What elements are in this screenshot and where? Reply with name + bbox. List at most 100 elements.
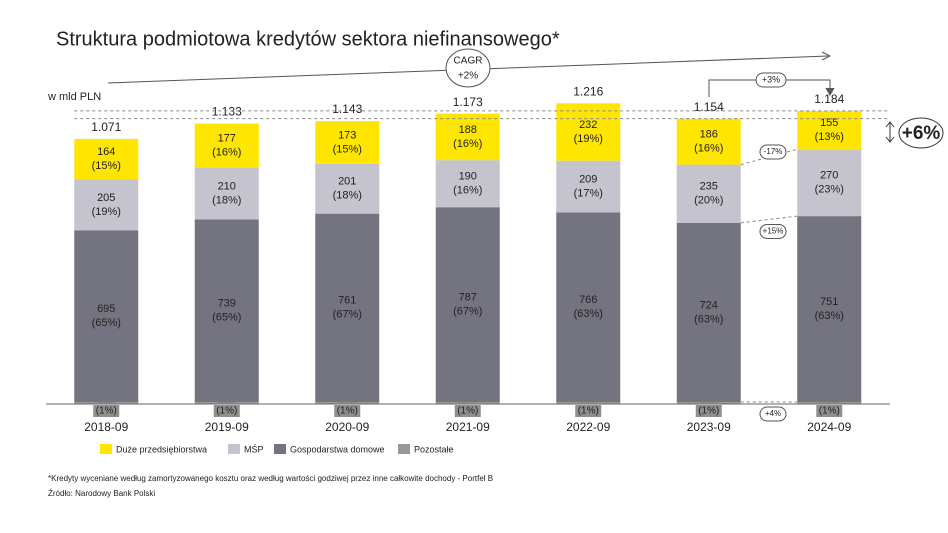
value-label: 739 xyxy=(218,298,236,310)
total-label: 1.143 xyxy=(332,102,362,116)
source: Źródło: Narodowy Bank Polski xyxy=(48,489,155,498)
x-tick-label: 2022-09 xyxy=(566,420,610,434)
bar-segment xyxy=(315,402,380,404)
badge xyxy=(759,144,787,160)
badge xyxy=(759,406,787,422)
share-label: (15%) xyxy=(92,160,121,172)
value-label: 155 xyxy=(820,117,838,129)
unit-label: w mld PLN xyxy=(47,91,101,103)
bar-segment xyxy=(435,113,500,161)
x-tick-label: 2024-09 xyxy=(807,420,851,434)
dashed-line xyxy=(740,148,798,166)
label-box xyxy=(695,405,722,417)
value-label: 787 xyxy=(459,292,477,304)
value-label: 173 xyxy=(338,129,356,141)
x-tick-label: 2019-09 xyxy=(205,420,249,434)
value-label: 210 xyxy=(218,180,236,192)
value-label: 205 xyxy=(97,192,115,204)
bar-segment xyxy=(74,138,139,180)
cagr-label: CAGR xyxy=(454,56,483,67)
share-label: (1%) xyxy=(819,406,840,417)
bar-segment xyxy=(797,149,862,217)
value-label: 695 xyxy=(97,303,115,315)
bar-segment xyxy=(797,216,862,403)
bar-segment xyxy=(315,163,380,214)
headline-bubble xyxy=(898,117,944,149)
share-label: (1%) xyxy=(337,406,358,417)
label-box xyxy=(575,405,602,417)
value-label: 270 xyxy=(820,170,838,182)
share-label: (1%) xyxy=(457,406,478,417)
dashed-line xyxy=(740,215,798,224)
change-badge: +15% xyxy=(763,227,784,236)
badge xyxy=(759,223,787,239)
share-label: (63%) xyxy=(815,310,844,322)
legend-swatch xyxy=(274,444,286,454)
badge xyxy=(755,72,787,88)
bar-segment xyxy=(194,167,259,220)
share-label: (65%) xyxy=(212,312,241,324)
share-label: (16%) xyxy=(453,185,482,197)
bar-segment xyxy=(194,219,259,403)
x-tick-label: 2023-09 xyxy=(687,420,731,434)
bar-segment xyxy=(556,212,621,403)
share-label: (18%) xyxy=(333,190,362,202)
share-label: (65%) xyxy=(92,317,121,329)
bar-segment xyxy=(315,121,380,164)
value-label: 188 xyxy=(459,124,477,136)
bar-segment xyxy=(74,179,139,231)
headline-change: +6% xyxy=(902,123,941,144)
value-label: 201 xyxy=(338,176,356,188)
share-label: (18%) xyxy=(212,194,241,206)
total-change: +3% xyxy=(762,74,780,84)
bar-segment xyxy=(435,160,500,208)
bar-segment xyxy=(435,207,500,403)
value-label: 190 xyxy=(459,171,477,183)
share-label: (17%) xyxy=(574,187,603,199)
share-label: (1%) xyxy=(216,406,237,417)
total-label: 1.184 xyxy=(814,92,844,106)
legend-label: MŚP xyxy=(244,443,264,454)
share-label: (1%) xyxy=(96,406,117,417)
label-box xyxy=(93,405,120,417)
share-label: (15%) xyxy=(333,143,362,155)
bar-segment xyxy=(797,402,862,404)
share-label: (13%) xyxy=(815,131,844,143)
bar-segment xyxy=(556,160,621,213)
legend-swatch xyxy=(100,444,112,454)
bar-segment xyxy=(676,164,741,223)
change-badge: +4% xyxy=(765,409,781,418)
bar-segment xyxy=(194,402,259,404)
share-label: (67%) xyxy=(333,309,362,321)
arrow-head xyxy=(825,87,835,97)
total-label: 1.173 xyxy=(453,95,483,109)
share-label: (16%) xyxy=(453,138,482,150)
value-label: 186 xyxy=(700,129,718,141)
change-badge: -17% xyxy=(764,147,783,156)
value-label: 232 xyxy=(579,119,597,131)
total-label: 1.133 xyxy=(212,105,242,119)
x-tick-label: 2018-09 xyxy=(84,420,128,434)
bar-segment xyxy=(74,402,139,404)
share-label: (1%) xyxy=(578,406,599,417)
value-label: 235 xyxy=(700,181,718,193)
total-label: 1.216 xyxy=(573,84,603,98)
label-box xyxy=(454,405,481,417)
bar-segment xyxy=(315,213,380,403)
label-box xyxy=(334,405,361,417)
bar-segment xyxy=(194,123,259,168)
bar-segment xyxy=(676,118,741,165)
legend-label: Gospodarstwa domowe xyxy=(290,444,385,454)
share-label: (23%) xyxy=(815,184,844,196)
label-box xyxy=(213,405,240,417)
bar-segment xyxy=(676,402,741,404)
total-label: 1.071 xyxy=(91,120,121,134)
share-label: (20%) xyxy=(694,195,723,207)
value-label: 751 xyxy=(820,296,838,308)
legend-swatch xyxy=(398,444,410,454)
x-tick-label: 2020-09 xyxy=(325,420,369,434)
cagr-bubble xyxy=(445,48,491,88)
bar-segment xyxy=(74,230,139,403)
bar-segment xyxy=(676,222,741,403)
bar-segment xyxy=(435,402,500,404)
